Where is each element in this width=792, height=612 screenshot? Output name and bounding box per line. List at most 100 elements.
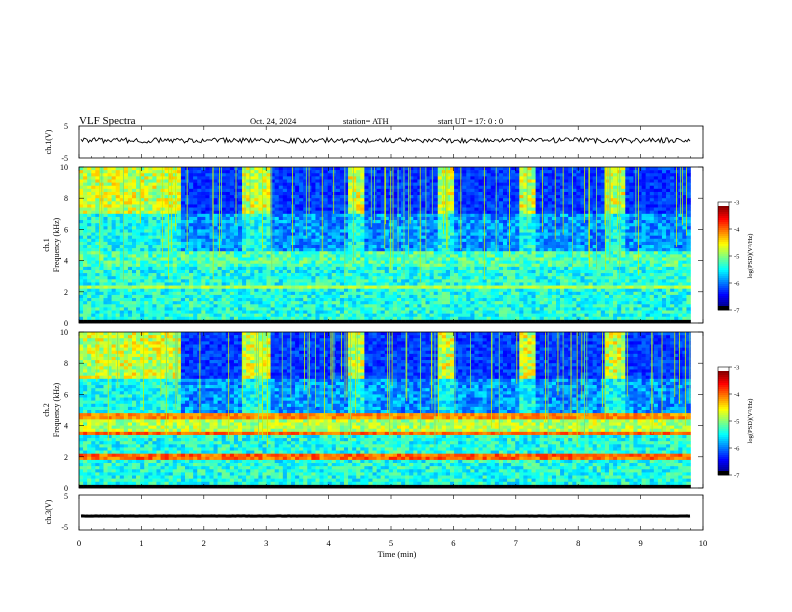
spectrogram-cell [409, 232, 414, 236]
spectrogram-cell [213, 235, 218, 240]
spectrogram-cell [449, 310, 455, 314]
spectrogram-cell [278, 254, 284, 258]
spectrogram-cell [290, 245, 296, 249]
spectrogram-cell [372, 282, 377, 286]
spectrogram-cell [168, 195, 174, 199]
spectrogram-cell [156, 263, 161, 268]
spectrogram-cell [441, 241, 447, 246]
spectrogram-cell [356, 301, 361, 305]
spectrogram-cell [213, 260, 218, 265]
spectrogram-cell [384, 195, 390, 199]
spectrogram-cell [115, 307, 121, 311]
spectrogram-cell [319, 285, 324, 289]
spectrogram-cell [449, 304, 455, 308]
spectrogram-cell [123, 263, 129, 268]
spectrogram-cell [136, 269, 141, 274]
spectrogram-cell [156, 173, 161, 177]
spectrogram-cell [278, 266, 284, 271]
spectrogram-cell [462, 229, 467, 233]
spectrogram-cell [217, 226, 222, 230]
spectrogram-cell [454, 198, 459, 202]
spectrogram-cell [470, 298, 475, 302]
spectrogram-cell [193, 251, 198, 255]
spectrogram-cell [152, 191, 157, 196]
spectrogram-cell [323, 276, 328, 280]
spectrogram-cell [417, 294, 422, 299]
spectrogram-cell [209, 307, 214, 311]
spectrogram-cell [225, 182, 231, 187]
spectrogram-cell [368, 229, 373, 233]
spectrogram-cell [119, 288, 125, 293]
spectrogram-cell [290, 276, 296, 280]
spectrogram-cell [213, 266, 218, 271]
spectrogram-cell [478, 238, 483, 243]
spectrogram-cell [266, 245, 271, 249]
spectrogram-cell [172, 235, 178, 240]
spectrogram-cell [156, 216, 161, 221]
spectrogram-cell [478, 179, 483, 183]
spectrogram-cell [140, 170, 145, 174]
spectrogram-cell [401, 223, 406, 227]
spectrogram-cell [282, 220, 288, 224]
spectrogram-cell [327, 273, 333, 277]
spectrogram-cell [201, 241, 206, 246]
spectrogram-cell [217, 310, 222, 314]
spectrogram-cell [396, 173, 402, 177]
spectrogram-cell [315, 257, 320, 261]
spectrogram-cell [168, 248, 174, 252]
spectrogram-cell [364, 313, 369, 318]
spectrogram-cell [458, 173, 463, 177]
spectrogram-cell [238, 307, 243, 311]
spectrogram-cell [205, 291, 210, 296]
spectrogram-cell [299, 191, 304, 196]
spectrogram-cell [136, 195, 141, 199]
spectrogram-cell [478, 170, 483, 174]
spectrogram-cell [462, 173, 467, 177]
spectrogram-cell [462, 260, 467, 265]
spectrogram-cell [392, 201, 398, 205]
spectrogram-cell [405, 241, 410, 246]
spectrogram-cell [266, 173, 271, 177]
spectrogram-cell [164, 191, 169, 196]
spectrogram-cell [299, 310, 304, 314]
spectrogram-cell [172, 310, 178, 314]
spectrogram-cell [392, 298, 398, 302]
spectrogram-cell [466, 173, 471, 177]
spectrogram-cell [470, 173, 475, 177]
spectrogram-cell [119, 245, 125, 249]
spectrogram-cell [156, 291, 161, 296]
spectrogram-cell [205, 304, 210, 308]
spectrogram-cell [238, 185, 243, 190]
spectrogram-cell [213, 254, 218, 258]
spectrogram-cell [205, 170, 210, 174]
spectrogram-cell [246, 307, 251, 311]
spectrogram-cell [217, 201, 222, 205]
spectrogram-cell [180, 285, 186, 289]
spectrogram-cell [290, 235, 296, 240]
spectrogram-cell [282, 263, 288, 268]
spectrogram-cell [91, 260, 96, 265]
spectrogram-cell [380, 273, 386, 277]
spectrogram-cell [315, 288, 320, 293]
spectrogram-cell [478, 266, 483, 271]
spectrogram-cell [290, 201, 296, 205]
spectrogram-cell [319, 294, 324, 299]
spectrogram-cell [127, 195, 133, 199]
spectrogram-cell [364, 235, 369, 240]
spectrogram-cell [449, 251, 455, 255]
spectrogram-cell [319, 241, 324, 246]
spectrogram-cell [233, 226, 239, 230]
spectrogram-cell [319, 304, 324, 308]
spectrogram-cell [356, 204, 361, 208]
spectrogram-cell [282, 213, 288, 218]
spectrogram-cell [144, 304, 149, 308]
spectrogram-cell [421, 260, 426, 265]
spectrogram-cell [372, 232, 377, 236]
spectrogram-cell [176, 176, 182, 180]
spectrogram-cell [311, 282, 316, 286]
spectrogram-cell [445, 307, 451, 311]
spectrogram-cell [270, 294, 275, 299]
spectrogram-cell [197, 316, 202, 321]
spectrogram-cell [286, 291, 292, 296]
spectrogram-cell [421, 254, 426, 258]
